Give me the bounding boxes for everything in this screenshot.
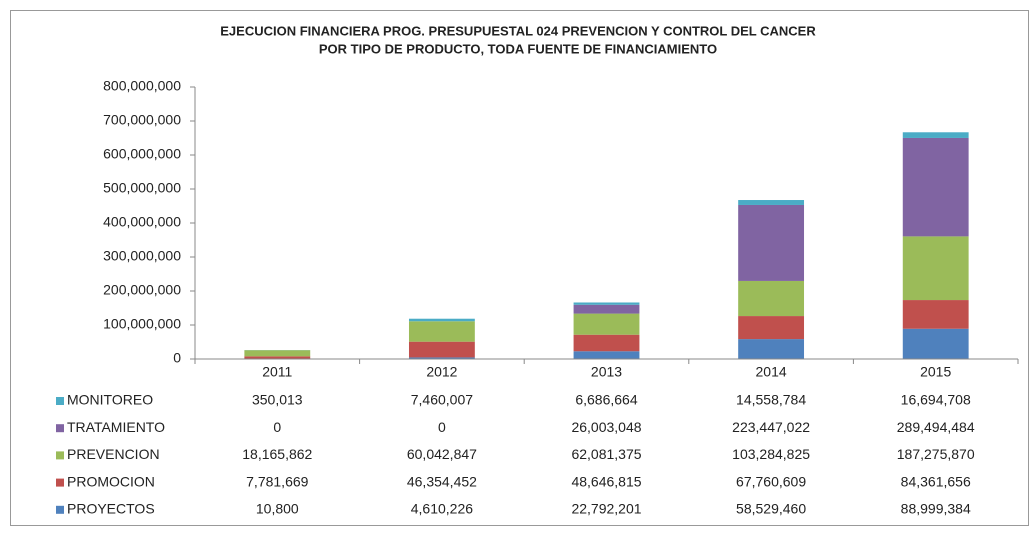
legend-label: MONITOREO [67, 392, 153, 408]
legend-label: PROYECTOS [67, 501, 155, 517]
bar-segment [738, 204, 805, 281]
y-tick-label: 800,000,000 [103, 78, 181, 94]
bar-segment [408, 318, 475, 322]
bar-segment [244, 350, 311, 357]
bar-segment [408, 357, 475, 359]
table-value: 7,460,007 [411, 392, 473, 408]
chart-title: POR TIPO DE PRODUCTO, TODA FUENTE DE FIN… [319, 41, 717, 56]
bar-segment [738, 200, 805, 205]
table-value: 16,694,708 [901, 392, 971, 408]
y-tick-label: 200,000,000 [103, 282, 181, 298]
x-tick-label: 2012 [426, 364, 457, 380]
table-value: 18,165,862 [242, 446, 312, 462]
bar-segment [902, 300, 969, 329]
table-value: 0 [438, 419, 446, 435]
table-value: 4,610,226 [411, 501, 473, 517]
bar-segment [738, 316, 805, 340]
legend-swatch [56, 451, 64, 460]
y-tick-label: 300,000,000 [103, 248, 181, 264]
table-value: 0 [273, 419, 281, 435]
table-value: 10,800 [256, 501, 299, 517]
table-value: 22,792,201 [571, 501, 641, 517]
bar-segment [902, 132, 969, 138]
y-tick-label: 0 [173, 350, 181, 366]
table-value: 103,284,825 [732, 446, 810, 462]
bar-segment [902, 137, 969, 237]
table-value: 58,529,460 [736, 501, 806, 517]
table-value: 48,646,815 [571, 473, 641, 489]
bar-segment [573, 334, 640, 352]
table-value: 187,275,870 [897, 446, 975, 462]
legend-label: TRATAMIENTO [67, 419, 165, 435]
chart-border [10, 10, 1029, 526]
table-value: 88,999,384 [901, 501, 971, 517]
x-tick-label: 2014 [756, 364, 787, 380]
table-value: 7,781,669 [246, 473, 308, 489]
y-tick-label: 600,000,000 [103, 146, 181, 162]
table-value: 6,686,664 [575, 392, 637, 408]
legend-swatch [56, 397, 64, 405]
y-tick-label: 400,000,000 [103, 214, 181, 230]
legend-label: PREVENCION [67, 446, 160, 462]
table-value: 289,494,484 [897, 419, 975, 435]
x-tick-label: 2013 [591, 364, 622, 380]
table-value: 14,558,784 [736, 392, 806, 408]
table-value: 84,361,656 [901, 473, 971, 489]
table-value: 350,013 [252, 392, 303, 408]
table-value: 223,447,022 [732, 419, 810, 435]
bar-segment [408, 341, 475, 358]
bar-segment [573, 302, 640, 305]
legend-swatch [56, 505, 64, 514]
table-value: 67,760,609 [736, 473, 806, 489]
legend-label: PROMOCION [67, 473, 155, 489]
bar-segment [902, 328, 969, 359]
table-value: 60,042,847 [407, 446, 477, 462]
table-value: 46,354,452 [407, 473, 477, 489]
x-tick-label: 2011 [262, 364, 292, 380]
bar-segment [408, 321, 475, 342]
bar-segment [244, 356, 311, 359]
y-tick-label: 700,000,000 [103, 112, 181, 128]
table-value: 62,081,375 [571, 446, 641, 462]
bar-segment [573, 313, 640, 335]
legend-swatch [56, 478, 64, 487]
bar-segment [738, 280, 805, 317]
chart-title: EJECUCION FINANCIERA PROG. PRESUPUESTAL … [220, 23, 816, 38]
bar-segment [902, 236, 969, 301]
legend-swatch [56, 424, 64, 433]
table-value: 26,003,048 [571, 419, 641, 435]
y-tick-label: 500,000,000 [103, 180, 181, 196]
bar-segment [738, 339, 805, 359]
y-tick-label: 100,000,000 [103, 316, 181, 332]
bar-segment [573, 304, 640, 314]
x-tick-label: 2015 [920, 364, 951, 380]
bar-segment [573, 351, 640, 359]
